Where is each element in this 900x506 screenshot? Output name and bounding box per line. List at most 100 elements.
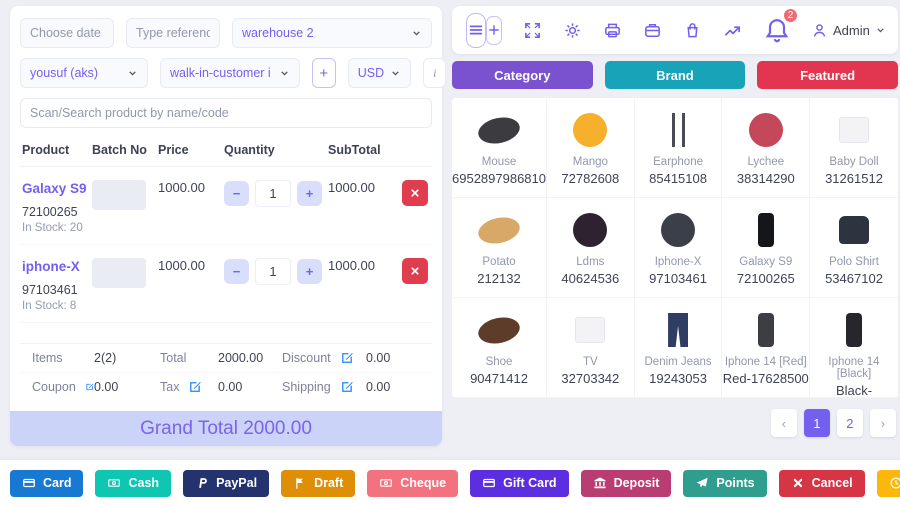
product-name: Baby Doll [829,156,879,168]
product-image [839,216,869,244]
batch-no-input[interactable] [92,180,146,210]
briefcase-icon[interactable] [643,21,662,40]
tab-brand[interactable]: Brand [604,61,746,89]
product-card[interactable]: Lychee 38314290 [722,98,811,198]
payments-bar: Card Cash PayPal Draft Cheque Gift Card Deposi… [0,460,900,506]
customer-select[interactable]: walk-in-customer i [160,58,300,88]
batch-no-input[interactable] [92,258,146,288]
fullscreen-icon[interactable] [523,21,542,40]
draft-button[interactable]: Draft [281,469,356,497]
product-code: 32703342 [561,371,620,386]
product-name: Iphone-X [654,256,702,268]
cash-button[interactable]: Cash [95,469,172,497]
cart-column-header: Batch No [90,134,156,167]
seller-select[interactable]: yousuf (aks) [20,58,148,88]
menu-icon[interactable] [466,12,486,48]
product-card[interactable]: Iphone 14 [Black] Black-17628500 [810,298,898,398]
currency-select[interactable]: USD [347,58,412,88]
cart-column-header: Product [20,134,90,167]
product-name: Polo Shirt [829,256,879,268]
cart-product-code: 72100265 [22,205,78,219]
pagination-page-button[interactable]: 2 [836,409,863,437]
cart-subtotal: 1000.00 [326,244,400,323]
edit-icon[interactable] [340,380,354,394]
topbar-actions [502,21,742,40]
product-card[interactable]: Potato 212132 [452,198,547,298]
rocket-icon [695,476,709,490]
remove-item-button[interactable] [402,180,428,206]
user-icon [813,23,826,37]
product-card[interactable]: TV 32703342 [547,298,635,398]
cart-product-link[interactable]: iphone-X [22,259,80,274]
edit-icon[interactable] [85,380,94,394]
product-image [757,213,774,247]
settings-icon[interactable] [563,21,582,40]
paypal-button[interactable]: PayPal [183,469,270,497]
shopping-bag-icon[interactable] [683,21,702,40]
credit-card-icon [482,476,496,490]
edit-icon[interactable] [188,380,202,394]
product-card[interactable]: Galaxy S9 72100265 [722,198,811,298]
product-card[interactable]: Iphone 14 [Red] Red-17628500 [722,298,811,398]
chevron-down-icon [877,27,884,32]
edit-icon[interactable] [340,351,354,365]
cancel-button[interactable]: Cancel [778,469,865,497]
tab-category[interactable]: Category [452,61,593,89]
product-card[interactable]: Ldms 40624536 [547,198,635,298]
cart-table: Product Batch No Price Quantity SubTotal Gal… [20,134,432,323]
tab-featured[interactable]: Featured [757,61,898,89]
product-card[interactable]: Baby Doll 31261512 [810,98,898,198]
quantity-plus-button[interactable]: + [297,259,322,284]
card-button[interactable]: Card [10,469,84,497]
product-image [475,113,523,147]
quantity-plus-button[interactable]: + [297,181,322,206]
cart-price: 1000.00 [156,166,222,245]
tax-label: Tax [160,380,218,394]
paypal-icon [195,476,209,490]
cart-row: iphone-X 97103461 In Stock: 8 1000.00−1 +100… [20,244,432,323]
product-search-input[interactable] [20,98,432,128]
plus-icon[interactable] [486,15,502,45]
gift-card-button[interactable]: Gift Card [470,469,569,497]
remove-item-button[interactable] [402,258,428,284]
printer-icon[interactable] [603,21,622,40]
product-card[interactable]: Shoe 90471412 [452,298,547,398]
payment-label: Cancel [811,476,853,490]
reference-input[interactable] [126,18,220,48]
product-card[interactable]: Iphone-X 97103461 [634,198,723,298]
cheque-button[interactable]: Cheque [367,469,459,497]
product-card[interactable]: Denim Jeans 19243053 [634,298,723,398]
product-image [748,113,783,147]
quantity-value[interactable]: 1 [255,258,291,285]
product-code: 40624536 [561,271,620,286]
product-card[interactable]: Mouse 6952897986810 [452,98,547,198]
cart-product-link[interactable]: Galaxy S9 [22,181,87,196]
product-code: 6952897986810 [452,171,546,186]
notifications-button[interactable]: 2 [763,7,799,44]
quantity-value[interactable]: 1 [255,180,291,207]
product-name: Lychee [747,156,785,168]
product-card[interactable]: Mango 72782608 [547,98,635,198]
product-card[interactable]: Earphone 85415108 [634,98,723,198]
points-button[interactable]: Points [683,469,767,497]
quantity-minus-button[interactable]: − [224,181,249,206]
quantity-minus-button[interactable]: − [224,259,249,284]
add-customer-button[interactable]: + [311,58,336,88]
warehouse-select[interactable]: warehouse 2 [232,18,432,48]
recent-transaction-button[interactable]: Recent Transaction [876,469,900,497]
deposit-button[interactable]: Deposit [580,469,672,497]
pagination-next-button[interactable]: › [869,409,896,437]
warehouse-value: warehouse 2 [242,26,314,40]
chevron-down-icon [281,70,288,76]
pagination-page-button[interactable]: 1 [803,409,830,437]
product-code: 19243053 [649,371,707,386]
admin-menu[interactable]: Admin [811,22,886,39]
cart-row: Galaxy S9 72100265 In Stock: 20 1000.00−1 +1… [20,166,432,245]
trending-up-icon[interactable] [723,21,742,40]
pagination-prev-button[interactable]: ‹ [770,409,797,437]
notification-badge: 2 [782,7,799,24]
total-value: 2000.00 [218,351,264,365]
product-card[interactable]: Polo Shirt 53467102 [810,198,898,298]
exchange-rate-field[interactable]: i [423,58,447,88]
date-input[interactable] [20,18,114,48]
